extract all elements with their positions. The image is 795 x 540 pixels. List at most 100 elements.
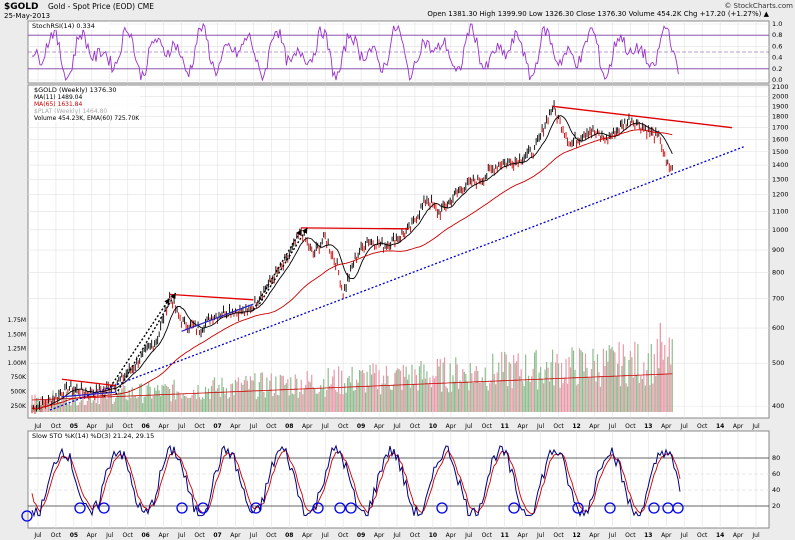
volume-bar (499, 380, 501, 412)
volume-bar (134, 395, 136, 412)
volume-bar (258, 382, 260, 412)
volume-bar (379, 394, 382, 412)
volume-bar (234, 379, 237, 412)
volume-bar (411, 364, 413, 412)
volume-bar (119, 392, 121, 412)
legend-ma65: MA(65) 1631.84 (34, 101, 82, 108)
volume-bar (508, 362, 510, 412)
volume-bar (635, 375, 637, 412)
volume-bar (412, 383, 415, 412)
volume-bar (294, 374, 296, 412)
volume-bar (394, 372, 396, 412)
volume-bar (245, 375, 247, 412)
volume-bar (436, 359, 438, 412)
volume-bar (356, 379, 358, 412)
volume-bar (65, 391, 68, 412)
volume-bar (610, 348, 612, 412)
volume-bar (367, 386, 370, 412)
volume-bar (604, 366, 606, 412)
volume-bar (392, 384, 395, 412)
volume-bar (589, 377, 591, 412)
volume-bar (273, 392, 275, 412)
volume-tick-label: 1.00M (7, 360, 26, 367)
x-tick-label: Apr (661, 423, 672, 430)
volume-bar (575, 385, 578, 412)
volume-bar (149, 386, 151, 412)
volume-bar (312, 386, 314, 412)
volume-bar (178, 391, 180, 412)
volume-bar (562, 383, 564, 412)
volume-bar (339, 393, 341, 412)
volume-bar (133, 396, 135, 412)
volume-bar (64, 399, 66, 412)
volume-bar (483, 381, 485, 412)
volume-bar (472, 382, 474, 412)
volume-bar (439, 359, 441, 412)
volume-bar (293, 394, 295, 412)
volume-bar (474, 371, 476, 412)
volume-bar (219, 396, 222, 412)
legend-ma11: MA(11) 1489.04 (34, 94, 82, 101)
volume-bar (543, 383, 545, 412)
volume-bar (514, 363, 516, 412)
x-tick-label: Oct (266, 423, 277, 430)
x-tick-label: Apr (374, 532, 385, 539)
volume-bar (242, 384, 244, 412)
volume-bar (568, 356, 570, 412)
x-tick-label: Apr (733, 423, 744, 430)
volume-bar (163, 385, 165, 412)
sto-panel (27, 430, 770, 529)
rsi-tick-label: 0.4 (772, 54, 782, 62)
flag-bottom-line (181, 303, 254, 332)
volume-bar (665, 373, 667, 412)
volume-bar (315, 393, 317, 412)
x-tick-label: Oct (625, 532, 636, 539)
sto-tick-label: 40 (772, 486, 780, 494)
volume-bar (659, 323, 661, 412)
price-legend: $GOLD (Weekly) 1376.30 MA(11) 1489.04 MA… (30, 86, 140, 122)
volume-bar (79, 402, 81, 412)
volume-bar (216, 388, 219, 412)
volume-bar (246, 380, 249, 412)
volume-bar (287, 379, 289, 412)
volume-bar (442, 362, 444, 412)
x-tick-label: Oct (338, 423, 349, 430)
price-tick-label: 1900 (772, 102, 789, 110)
volume-bar (354, 390, 356, 412)
volume-bar (398, 369, 400, 412)
volume-bar (145, 396, 147, 412)
x-tick-label: Jul (536, 423, 545, 430)
volume-bar (336, 392, 338, 412)
volume-bar (671, 339, 673, 412)
volume-bar (151, 398, 153, 412)
volume-bar (266, 377, 268, 412)
price-tick-label: 1800 (772, 113, 789, 121)
volume-bar (458, 388, 460, 412)
volume-bar (131, 387, 133, 412)
x-tick-label: Oct (51, 532, 62, 539)
oversold-circle (572, 502, 584, 514)
volume-bar (502, 371, 504, 412)
volume-bar (98, 404, 100, 412)
volume-bar (587, 377, 590, 412)
volume-bar (511, 388, 513, 412)
volume-bar (608, 345, 610, 412)
x-tick-label: 12 (572, 532, 580, 539)
volume-bar (260, 372, 262, 412)
volume-bar (342, 394, 344, 412)
volume-bar (272, 396, 274, 412)
volume-bar (487, 390, 489, 412)
volume-bar (525, 354, 527, 412)
volume-bar (372, 363, 374, 412)
volume-bar (452, 375, 454, 412)
volume-bar (345, 392, 347, 412)
x-tick-label: Jul (105, 423, 114, 430)
x-tick-label: Jul (33, 423, 42, 430)
volume-bar (545, 361, 548, 412)
volume-bar (489, 383, 491, 412)
price-tick-label: 800 (772, 269, 784, 277)
volume-bar (213, 377, 216, 412)
sto-tick-label: 80 (772, 454, 780, 462)
volume-bar (554, 362, 557, 412)
volume-bar (82, 387, 84, 412)
